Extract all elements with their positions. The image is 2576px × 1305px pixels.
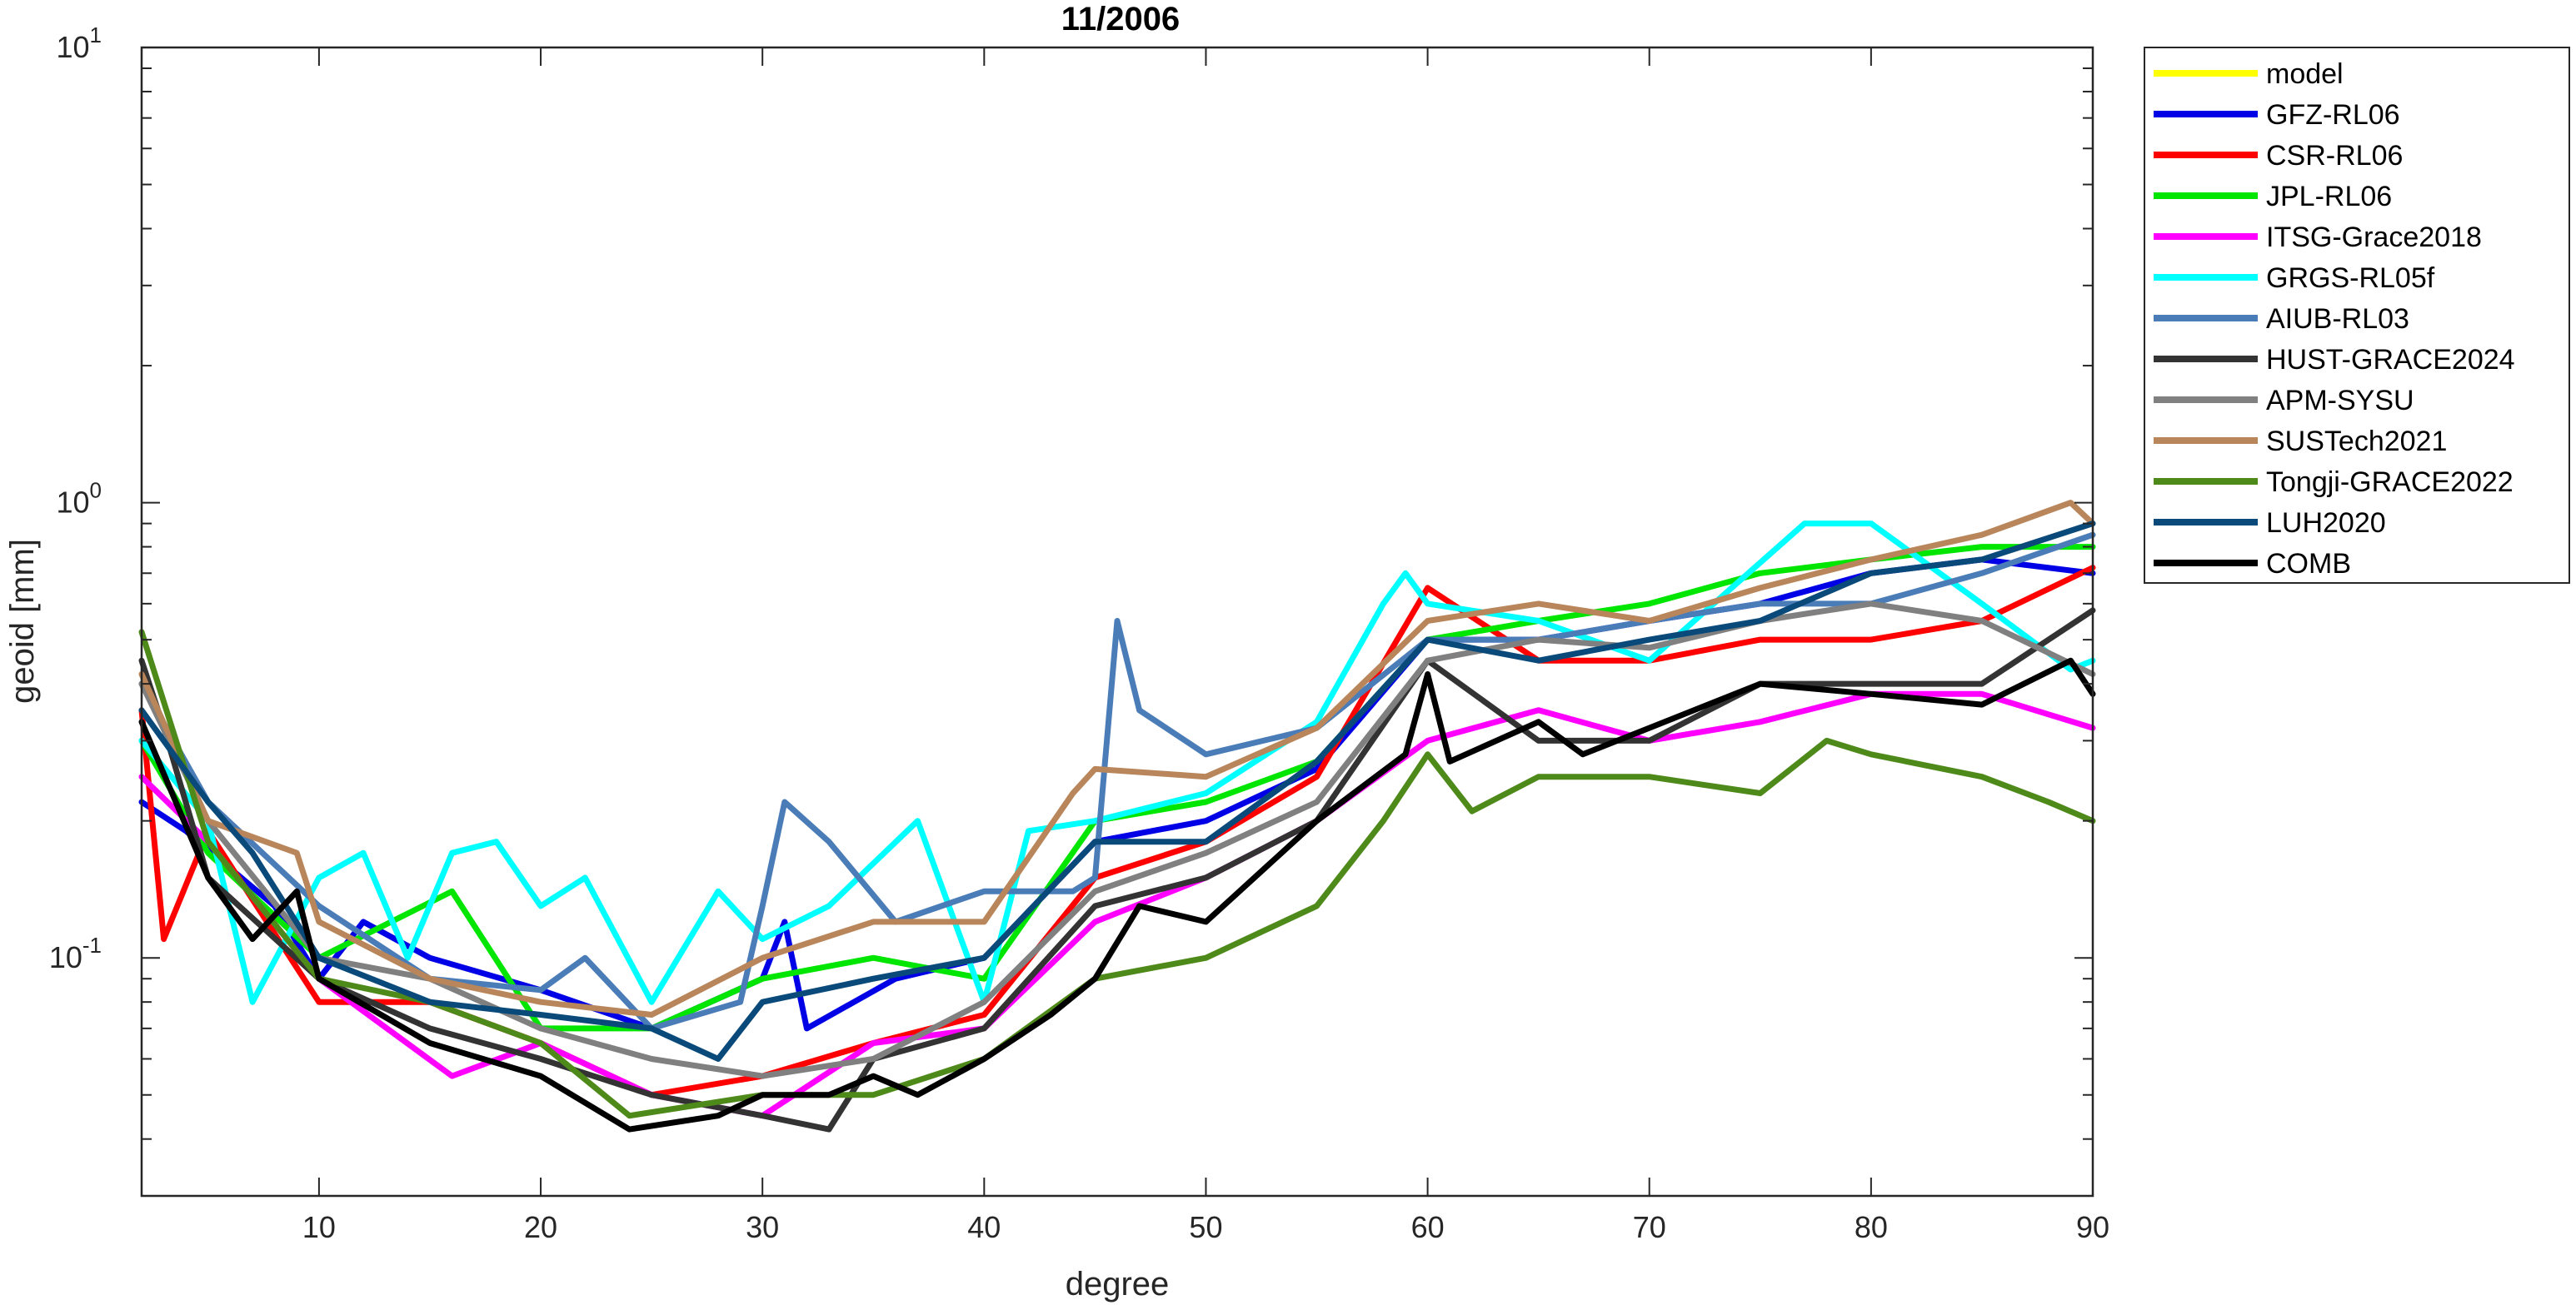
x-tick-label: 50 <box>1189 1210 1222 1244</box>
series-line-comb <box>138 657 2096 1133</box>
legend-entry: JPL-RL06 <box>2266 181 2392 212</box>
x-tick-label: 40 <box>967 1210 1001 1244</box>
x-tick-label: 80 <box>1855 1210 1888 1244</box>
series-line-aiub-rl03 <box>138 531 2096 1032</box>
legend-entry: AIUB-RL03 <box>2266 303 2409 335</box>
chart-title: 11/2006 <box>1061 1 1180 37</box>
plot-area <box>138 500 2096 1133</box>
x-axis-label: degree <box>1066 1266 1170 1303</box>
legend-entry: CSR-RL06 <box>2266 140 2403 172</box>
x-tick-label: 30 <box>746 1210 779 1244</box>
legend-entry: GRGS-RL05f <box>2266 262 2435 294</box>
series-line-luh2020 <box>138 521 2096 1062</box>
legend-entry: SUSTech2021 <box>2266 426 2447 457</box>
x-tick-label: 70 <box>1633 1210 1666 1244</box>
legend-entry: LUH2020 <box>2266 507 2386 539</box>
series-line-tongji-grace2022 <box>138 629 2096 1119</box>
x-tick-label: 20 <box>524 1210 557 1244</box>
legend-entry: COMB <box>2266 548 2351 580</box>
legend-entry: Tongji-GRACE2022 <box>2266 466 2514 498</box>
legend-entry: APM-SYSU <box>2266 385 2414 416</box>
legend-entry: ITSG-Grace2018 <box>2266 222 2482 253</box>
x-tick-label: 60 <box>1411 1210 1445 1244</box>
series-line-hust-grace2024 <box>138 607 2096 1133</box>
legend: model GFZ-RL06 CSR-RL06 JPL-RL06 ITSG-Grace2… <box>2144 47 2570 584</box>
series-line-itsg-grace2018 <box>138 690 2096 1119</box>
x-axis: 10 20 30 40 50 60 70 80 90 <box>302 47 2109 1244</box>
x-tick-label: 90 <box>2076 1210 2109 1244</box>
x-tick-label: 10 <box>302 1210 336 1244</box>
legend-entry: model <box>2266 58 2344 90</box>
legend-entry: GFZ-RL06 <box>2266 99 2400 131</box>
legend-entry: HUST-GRACE2024 <box>2266 344 2515 376</box>
y-axis-label: geoid [mm] <box>4 539 41 704</box>
series-line-sustech2021 <box>138 500 2096 1018</box>
plot-frame <box>140 46 2094 1198</box>
